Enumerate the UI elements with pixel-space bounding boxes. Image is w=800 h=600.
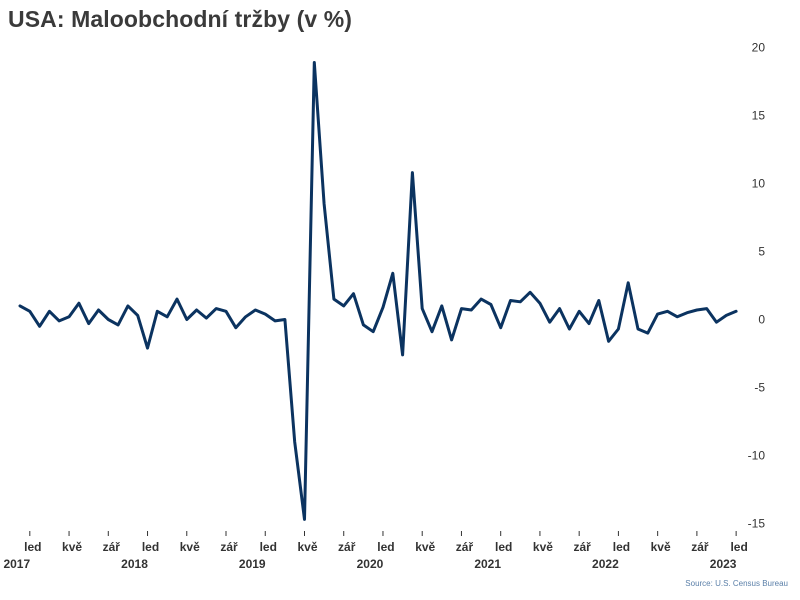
x-year-label: 2021: [474, 557, 501, 571]
x-year-label: 2020: [357, 557, 384, 571]
series-layer: [18, 61, 738, 521]
y-axis: 20 15 10 5 0 -5 -10 -15: [748, 41, 766, 531]
x-tick-label: kvě: [62, 540, 82, 554]
x-year-label: 2022: [592, 557, 619, 571]
x-tick-label: zář: [220, 540, 238, 554]
source-note: Source: U.S. Census Bureau: [685, 579, 788, 588]
y-tick-label: -5: [754, 381, 765, 395]
x-tick-label: led: [377, 540, 394, 554]
x-tick-label: kvě: [415, 540, 435, 554]
x-axis: led 2017 kvě zář led 2018 kvě zář led 2019 kvě zář l…: [3, 531, 748, 571]
x-year-label: 2017: [3, 557, 30, 571]
x-tick-label: zář: [691, 540, 709, 554]
x-tick-label: led: [495, 540, 512, 554]
y-tick-label: -15: [748, 517, 766, 531]
x-tick-label: zář: [103, 540, 121, 554]
x-tick-label: kvě: [180, 540, 200, 554]
x-tick-label: kvě: [533, 540, 553, 554]
x-tick-label: zář: [456, 540, 474, 554]
x-tick-label: kvě: [651, 540, 671, 554]
y-tick-label: 20: [752, 41, 766, 55]
x-year-label: 2023: [710, 557, 737, 571]
y-tick-label: -10: [748, 449, 766, 463]
chart-title: USA: Maloobchodní tržby (v %): [8, 6, 353, 32]
y-tick-label: 15: [752, 109, 766, 123]
x-year-label: 2019: [239, 557, 266, 571]
series-line: [18, 61, 738, 521]
x-tick-label: led: [730, 540, 747, 554]
x-tick-label: led: [24, 540, 41, 554]
x-tick-label: led: [142, 540, 159, 554]
x-tick-label: kvě: [297, 540, 317, 554]
x-tick-label: zář: [573, 540, 591, 554]
x-tick-label: zář: [338, 540, 356, 554]
y-tick-label: 5: [758, 245, 765, 259]
y-tick-label: 0: [758, 313, 765, 327]
x-year-label: 2018: [121, 557, 148, 571]
y-tick-label: 10: [752, 177, 766, 191]
x-tick-label: led: [260, 540, 277, 554]
x-tick-label: led: [613, 540, 630, 554]
